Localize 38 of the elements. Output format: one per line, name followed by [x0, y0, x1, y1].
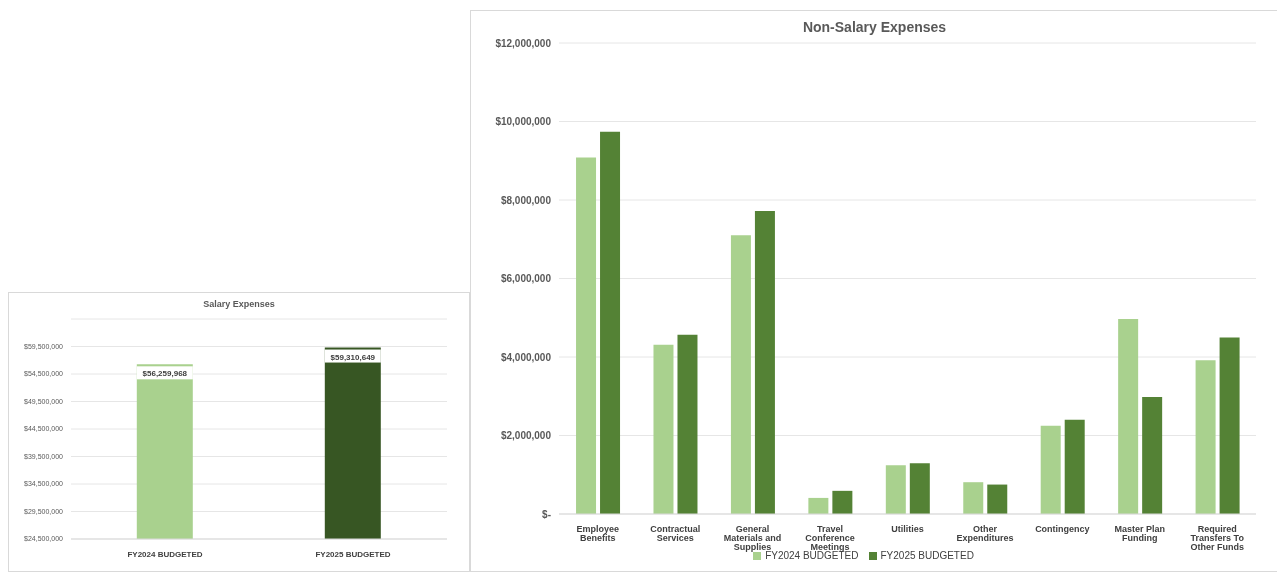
bar [677, 334, 698, 514]
bar [1142, 397, 1163, 514]
bar [730, 235, 751, 514]
bar [885, 465, 906, 514]
bar [1195, 360, 1216, 514]
x-tick-label: Utilities [891, 524, 924, 535]
data-label: $59,310,649 [330, 352, 376, 362]
bar [1064, 419, 1085, 514]
y-tick-label: $4,000,000 [500, 351, 552, 363]
x-tick-label: Contingency [1035, 524, 1090, 535]
bar [963, 482, 984, 514]
y-tick-label: $2,000,000 [500, 430, 552, 442]
bar [1118, 318, 1139, 514]
x-tick-label: FY2025 BUDGETED [315, 549, 391, 559]
x-tick-label: Contractual Services [650, 524, 701, 544]
bar [1040, 425, 1061, 514]
x-tick-label: Master Plan Funding [1114, 524, 1166, 544]
y-tick-label: $10,000,000 [495, 116, 552, 128]
bar [576, 157, 597, 514]
bar [1219, 337, 1240, 514]
y-tick-label: $- [542, 508, 551, 520]
bar [600, 131, 621, 514]
x-tick-label: Required Transfers To Other Funds [1190, 524, 1245, 553]
chart-title: Non-Salary Expenses [801, 18, 948, 35]
bar [754, 210, 775, 514]
bar [653, 344, 674, 514]
bar [832, 490, 853, 514]
y-tick-label: $6,000,000 [500, 273, 552, 285]
data-label: $56,259,968 [142, 369, 188, 379]
bar [987, 484, 1008, 514]
bar [808, 497, 829, 514]
chart-title: Salary Expenses [202, 298, 276, 309]
y-tick-label: $12,000,000 [495, 37, 552, 49]
x-tick-label: Employee Benefits [576, 524, 619, 544]
x-tick-label: Other Expenditures [956, 524, 1014, 544]
bar [909, 463, 930, 514]
x-tick-label: FY2024 BUDGETED [127, 549, 203, 559]
y-tick-label: $8,000,000 [500, 194, 552, 206]
